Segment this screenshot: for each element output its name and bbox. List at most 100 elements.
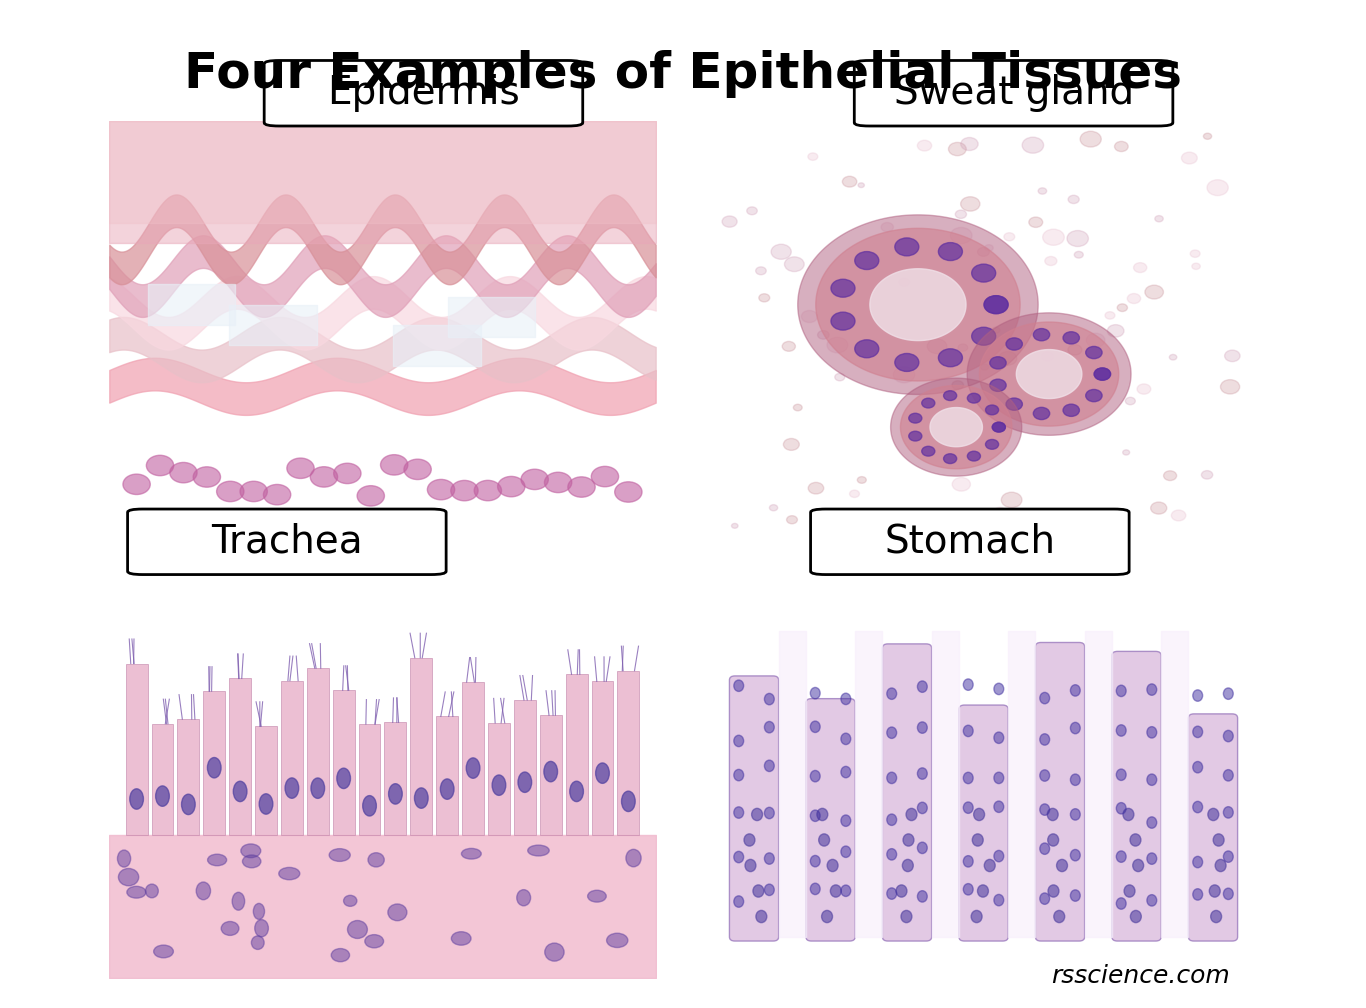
Ellipse shape: [918, 802, 928, 813]
Circle shape: [1005, 398, 1022, 410]
Ellipse shape: [440, 779, 454, 799]
Circle shape: [217, 481, 245, 502]
Ellipse shape: [765, 853, 775, 864]
Text: Epidermis: Epidermis: [326, 75, 520, 112]
Circle shape: [858, 182, 865, 187]
Circle shape: [1004, 233, 1015, 241]
Ellipse shape: [1053, 910, 1064, 922]
Polygon shape: [816, 229, 1020, 381]
FancyBboxPatch shape: [854, 60, 1173, 126]
Circle shape: [1042, 229, 1064, 245]
Ellipse shape: [544, 761, 557, 782]
Bar: [229, 678, 251, 835]
Ellipse shape: [626, 850, 641, 867]
Ellipse shape: [985, 860, 996, 872]
Ellipse shape: [145, 884, 158, 898]
Bar: [617, 670, 639, 835]
Bar: [436, 717, 458, 835]
Circle shape: [877, 510, 888, 517]
Circle shape: [1134, 263, 1147, 272]
Circle shape: [240, 481, 268, 502]
Ellipse shape: [492, 775, 505, 795]
Circle shape: [908, 431, 922, 442]
Circle shape: [146, 456, 173, 476]
Circle shape: [1068, 345, 1082, 355]
Circle shape: [732, 523, 738, 528]
Ellipse shape: [182, 794, 195, 814]
Ellipse shape: [1040, 734, 1049, 745]
Circle shape: [723, 216, 738, 227]
Circle shape: [310, 467, 337, 487]
Circle shape: [1086, 347, 1102, 359]
Ellipse shape: [753, 885, 764, 897]
Ellipse shape: [1048, 808, 1059, 821]
Circle shape: [428, 480, 455, 500]
Ellipse shape: [1210, 910, 1221, 922]
Circle shape: [1182, 152, 1197, 164]
Polygon shape: [967, 312, 1131, 435]
Circle shape: [497, 477, 525, 497]
Ellipse shape: [221, 921, 239, 935]
Ellipse shape: [887, 727, 896, 739]
Circle shape: [985, 405, 999, 415]
Ellipse shape: [841, 733, 851, 745]
Ellipse shape: [117, 850, 131, 867]
Bar: [178, 719, 199, 835]
Ellipse shape: [1132, 860, 1143, 872]
Circle shape: [1108, 325, 1124, 337]
Circle shape: [999, 352, 1016, 365]
Circle shape: [948, 142, 966, 155]
Ellipse shape: [918, 681, 928, 692]
Circle shape: [985, 245, 993, 251]
Circle shape: [451, 481, 478, 501]
Ellipse shape: [1147, 727, 1157, 738]
Circle shape: [1117, 303, 1127, 311]
Ellipse shape: [765, 807, 775, 818]
Text: Stomach: Stomach: [884, 523, 1056, 560]
Ellipse shape: [1193, 889, 1202, 900]
Ellipse shape: [1040, 893, 1049, 904]
Ellipse shape: [1071, 774, 1081, 785]
Ellipse shape: [260, 793, 273, 814]
Ellipse shape: [1123, 808, 1134, 821]
Circle shape: [858, 477, 866, 483]
Ellipse shape: [1040, 843, 1049, 855]
Ellipse shape: [755, 910, 766, 922]
Bar: [359, 724, 381, 835]
Polygon shape: [870, 269, 966, 341]
Circle shape: [992, 422, 1005, 432]
Ellipse shape: [841, 766, 851, 778]
Circle shape: [928, 339, 947, 354]
Bar: [126, 663, 148, 835]
Circle shape: [843, 176, 856, 187]
Ellipse shape: [1071, 723, 1081, 734]
Ellipse shape: [596, 763, 609, 783]
FancyBboxPatch shape: [806, 699, 855, 941]
Ellipse shape: [311, 778, 325, 798]
Ellipse shape: [978, 885, 989, 897]
Circle shape: [992, 422, 1005, 432]
Ellipse shape: [153, 946, 173, 958]
Ellipse shape: [466, 758, 479, 778]
Polygon shape: [900, 385, 1012, 469]
Text: rsscience.com: rsscience.com: [1050, 964, 1229, 988]
Circle shape: [357, 486, 384, 506]
Circle shape: [381, 455, 408, 475]
Circle shape: [1127, 293, 1141, 303]
Ellipse shape: [1216, 860, 1227, 872]
Ellipse shape: [127, 886, 146, 898]
Ellipse shape: [388, 904, 407, 920]
Circle shape: [1126, 397, 1135, 405]
Ellipse shape: [841, 814, 851, 827]
Circle shape: [984, 295, 1008, 313]
Circle shape: [1203, 133, 1212, 139]
Circle shape: [1202, 471, 1213, 479]
Bar: [488, 723, 510, 835]
Circle shape: [1033, 329, 1049, 341]
Circle shape: [193, 467, 220, 487]
Ellipse shape: [1224, 687, 1233, 700]
Circle shape: [802, 310, 817, 323]
Circle shape: [893, 367, 915, 383]
Circle shape: [908, 413, 922, 423]
Circle shape: [615, 482, 642, 502]
